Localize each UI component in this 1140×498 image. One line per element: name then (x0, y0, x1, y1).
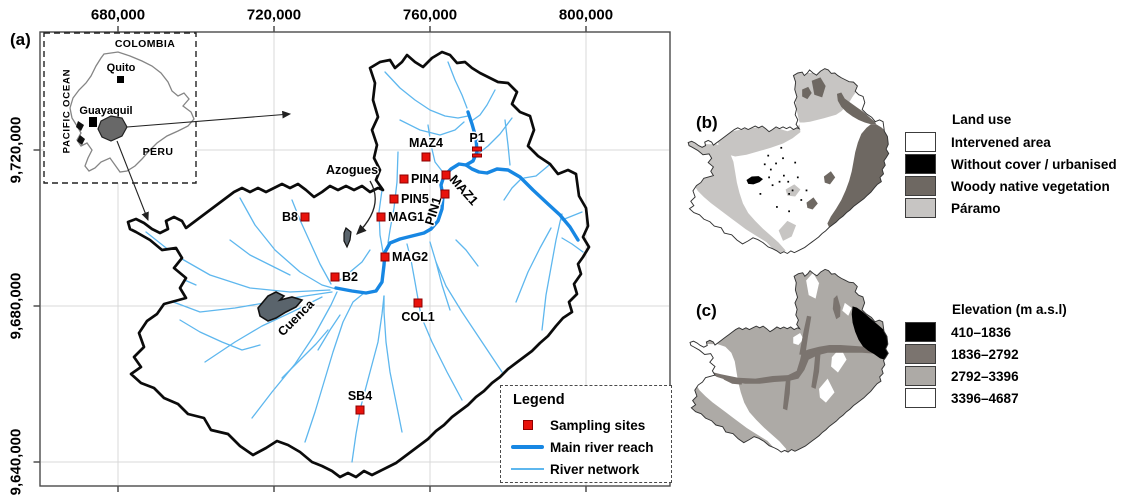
inset-label-pacific-ocean: PACIFIC OCEAN (61, 68, 73, 154)
site-label-MAZ4: MAZ4 (408, 136, 444, 150)
site-label-MAG2: MAG2 (392, 250, 429, 264)
river-network-line-icon (511, 468, 544, 470)
x-axis-label: 720,000 (246, 6, 302, 24)
y-axis-label: 9,640,000 (7, 428, 25, 496)
azogues-city-polygon (343, 227, 352, 249)
sampling-site-marker-SB4 (355, 405, 365, 415)
inset-locator-arrow-east (126, 110, 292, 128)
site-label-PIN5: PIN5 (401, 192, 429, 206)
legend-a-item-label: Sampling sites (550, 417, 646, 433)
sampling-site-marker-B8 (300, 212, 310, 222)
azogues-pointer-arrow (356, 180, 376, 235)
legend-item: Páramo (905, 197, 1117, 219)
legend-item-label: 1836–2792 (951, 346, 1019, 362)
legend-item-label: Páramo (951, 200, 1001, 216)
legend-item: Intervened area (905, 131, 1117, 153)
quito-marker (117, 76, 124, 83)
x-axis-label: 800,000 (558, 6, 614, 24)
ecuador-inset-map (43, 32, 292, 222)
legend-c-title: Elevation (m a.s.l) (952, 302, 1067, 317)
cuenca-city-polygon (257, 291, 304, 322)
legend-a-item: Main river reach (509, 436, 671, 458)
main-river-line-icon (511, 445, 544, 449)
color-swatch-icon (905, 176, 936, 196)
panel-a-label: (a) (10, 30, 31, 49)
legend-b-title: Land use (952, 112, 1012, 127)
land-use-map (687, 68, 890, 254)
site-label-MAG1: MAG1 (388, 210, 425, 224)
color-swatch-icon (905, 344, 936, 364)
site-label-COL1: COL1 (401, 310, 435, 324)
sampling-site-marker-MAG2 (380, 252, 390, 262)
legend-item: Without cover / urbanised (905, 153, 1117, 175)
legend-item-label: Woody native vegetation (951, 178, 1110, 194)
sampling-site-swatch-icon (522, 420, 533, 430)
y-axis-label: 9,680,000 (7, 272, 25, 340)
x-axis-label: 680,000 (90, 6, 146, 24)
site-label-P1: P1 (469, 131, 485, 145)
sampling-site-marker-MAG1 (376, 212, 386, 222)
guayas-estuary (76, 121, 85, 145)
sampling-site-marker-COL1 (413, 298, 423, 308)
legend-item: 3396–4687 (905, 387, 1067, 409)
legend-elevation: Elevation (m a.s.l) 410–1836 1836–2792 279… (905, 302, 1067, 409)
ecuador-outline (69, 51, 195, 173)
main-river (334, 110, 580, 295)
legend-a-title: Legend (513, 392, 565, 408)
sampling-site-marker-PIN5 (389, 194, 399, 204)
panel-c-label: (c) (696, 301, 717, 320)
legend-item: 410–1836 (905, 321, 1067, 343)
site-label-SB4: SB4 (347, 389, 373, 403)
legend-item-label: Intervened area (951, 134, 1051, 150)
color-swatch-icon (905, 154, 936, 174)
inset-label-peru: PERU (142, 146, 174, 158)
legend-item: 1836–2792 (905, 343, 1067, 365)
legend-land-use: Land use Intervened area Without cover / … (905, 112, 1117, 219)
inset-label-guayaquil: Guayaquil (79, 105, 133, 117)
legend-panel-a: Legend Sampling sites Main river reach Riv… (500, 385, 672, 483)
inset-locator-arrow-south (116, 140, 149, 222)
azogues-label: Azogues (325, 163, 379, 177)
site-label-B2: B2 (342, 270, 358, 284)
legend-a-item-label: Main river reach (550, 439, 654, 455)
legend-item-label: Without cover / urbanised (951, 156, 1117, 172)
legend-item-label: 410–1836 (951, 324, 1012, 340)
legend-a-item: River network (509, 458, 671, 480)
site-label-PIN4: PIN4 (411, 172, 439, 186)
legend-item-label: 3396–4687 (951, 390, 1019, 406)
color-swatch-icon (905, 132, 936, 152)
site-label-B8: B8 (282, 210, 298, 224)
color-swatch-icon (905, 322, 936, 342)
legend-a-item-label: River network (550, 461, 640, 477)
x-axis-label: 760,000 (402, 6, 458, 24)
study-basin-inset-polygon (97, 115, 128, 142)
legend-item-label: 2792–3396 (951, 368, 1019, 384)
guayaquil-marker (89, 117, 97, 127)
legend-item: 2792–3396 (905, 365, 1067, 387)
sampling-site-marker-B2 (330, 272, 340, 282)
elevation-map (689, 268, 889, 453)
color-swatch-icon (905, 388, 936, 408)
panel-b-label: (b) (696, 113, 718, 132)
color-swatch-icon (905, 366, 936, 386)
color-swatch-icon (905, 198, 936, 218)
sampling-site-marker-P1 (472, 146, 482, 158)
inset-label-colombia: COLOMBIA (114, 38, 176, 50)
inset-label-quito: Quito (106, 62, 136, 74)
sampling-site-marker (441, 170, 451, 180)
sampling-site-marker-PIN4 (399, 174, 409, 184)
sampling-site-marker (440, 189, 450, 199)
y-axis-label: 9,720,000 (7, 116, 25, 184)
legend-item: Woody native vegetation (905, 175, 1117, 197)
map-frame (39, 31, 671, 487)
sampling-site-marker-MAZ4 (421, 152, 431, 162)
legend-a-item: Sampling sites (509, 414, 671, 436)
